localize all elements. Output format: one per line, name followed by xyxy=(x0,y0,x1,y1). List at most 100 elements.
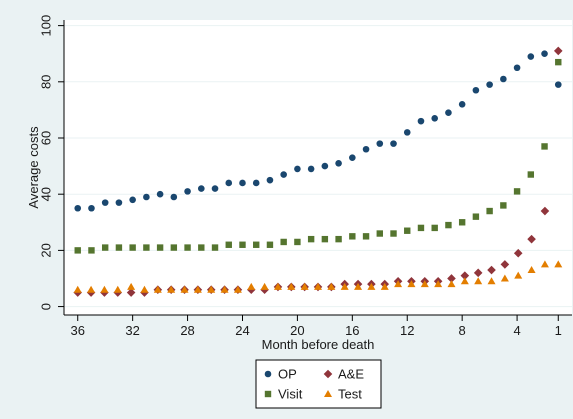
data-point xyxy=(140,285,149,293)
data-point xyxy=(420,280,429,288)
data-point xyxy=(225,241,232,248)
y-tick-label: 0 xyxy=(39,303,54,310)
data-point xyxy=(143,193,150,201)
data-point xyxy=(554,260,563,268)
data-point xyxy=(487,265,496,275)
data-point xyxy=(73,285,82,293)
x-tick-label: 16 xyxy=(345,323,359,338)
data-point xyxy=(220,285,229,293)
data-point xyxy=(403,129,411,136)
data-point xyxy=(513,188,521,195)
data-point xyxy=(540,260,549,268)
data-point xyxy=(486,81,493,88)
data-point xyxy=(252,179,260,187)
data-point xyxy=(314,282,322,290)
data-point xyxy=(458,100,466,108)
data-point xyxy=(474,277,483,285)
x-tick-label: 4 xyxy=(513,323,520,338)
legend-item: A&E xyxy=(323,367,364,382)
data-point xyxy=(447,280,456,288)
data-point xyxy=(115,199,123,206)
data-point xyxy=(486,207,493,215)
data-point xyxy=(362,145,370,153)
data-point xyxy=(129,196,136,204)
data-point xyxy=(354,282,363,290)
data-point xyxy=(445,221,452,229)
data-point xyxy=(390,230,397,237)
legend-label: OP xyxy=(278,367,297,382)
legend-marker xyxy=(264,370,272,378)
data-point xyxy=(380,282,389,290)
data-point xyxy=(500,274,509,282)
data-point xyxy=(376,230,383,237)
data-point xyxy=(407,280,416,288)
data-point xyxy=(472,86,480,94)
data-point xyxy=(88,204,95,212)
data-point xyxy=(321,235,329,243)
data-point xyxy=(307,165,315,173)
data-point xyxy=(211,244,219,251)
data-point xyxy=(500,260,510,269)
data-point xyxy=(447,274,456,283)
data-point xyxy=(417,224,425,232)
x-tick-label: 12 xyxy=(400,323,414,338)
data-point xyxy=(362,233,370,240)
data-point xyxy=(541,143,548,150)
series-visit xyxy=(74,58,562,254)
y-tick-label: 60 xyxy=(39,131,54,145)
data-point xyxy=(555,58,562,66)
data-point xyxy=(207,285,216,293)
data-point xyxy=(473,268,483,278)
data-point xyxy=(527,53,535,60)
data-point xyxy=(156,244,164,251)
y-tick-label: 40 xyxy=(39,187,54,201)
data-point xyxy=(472,213,480,220)
data-point xyxy=(307,235,315,243)
data-point xyxy=(540,206,550,216)
legend-marker xyxy=(324,390,332,397)
data-point xyxy=(280,171,287,178)
legend-box xyxy=(255,359,382,409)
data-point xyxy=(431,224,438,232)
data-point xyxy=(88,247,95,254)
data-point xyxy=(487,277,496,285)
data-point xyxy=(553,46,563,56)
data-point xyxy=(287,282,296,290)
data-point xyxy=(100,285,109,293)
legend-item: OP xyxy=(264,367,297,382)
data-point xyxy=(458,219,466,226)
series-test xyxy=(73,260,563,293)
data-point xyxy=(513,248,523,258)
data-point xyxy=(445,109,452,117)
y-tick-label: 80 xyxy=(39,75,54,89)
data-point xyxy=(527,266,536,274)
data-point xyxy=(101,199,109,206)
data-point xyxy=(143,244,150,251)
data-point xyxy=(527,171,535,178)
data-points xyxy=(73,46,563,297)
data-point xyxy=(74,204,82,212)
data-point xyxy=(170,193,178,201)
x-tick-label: 24 xyxy=(235,323,249,338)
data-point xyxy=(394,280,403,288)
data-point xyxy=(327,282,336,290)
data-point xyxy=(129,244,136,251)
data-point xyxy=(280,238,287,246)
data-point xyxy=(247,282,256,290)
data-point xyxy=(340,282,349,290)
data-point xyxy=(101,244,109,251)
x-axis-label: Month before death xyxy=(262,337,375,352)
data-point xyxy=(500,202,507,209)
data-point xyxy=(253,241,260,248)
data-point xyxy=(198,244,205,251)
data-point xyxy=(260,282,269,290)
legend-item: Test xyxy=(324,387,362,402)
data-point xyxy=(184,188,191,195)
data-point xyxy=(197,185,205,192)
data-point xyxy=(460,271,470,280)
data-point xyxy=(239,179,246,187)
y-axis-label: Average costs xyxy=(26,126,41,209)
data-point xyxy=(500,75,507,83)
data-point xyxy=(170,244,178,251)
